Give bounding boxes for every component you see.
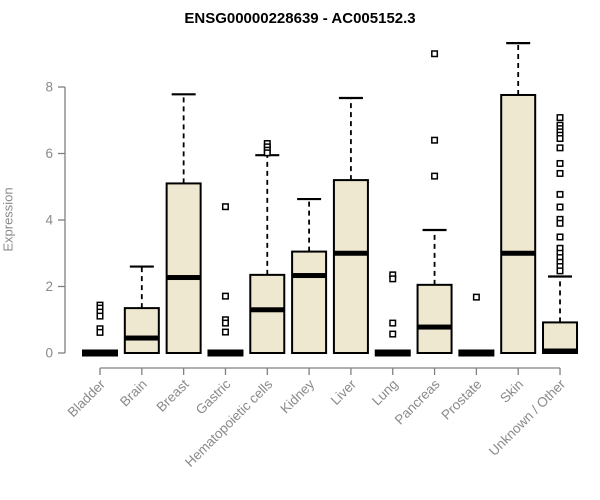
box-brain <box>123 307 160 354</box>
x-tick-label-bladder: Bladder <box>65 376 109 420</box>
outlier-gastric <box>221 319 229 327</box>
y-tick-label-4: 4 <box>45 213 53 228</box>
chart-title: ENSG00000228639 - AC005152.3 <box>184 10 416 27</box>
x-tick-label-lung: Lung <box>369 377 401 409</box>
x-tick-label-kidney: Kidney <box>277 376 317 416</box>
median-kidney <box>292 273 327 279</box>
flat-box-prostate <box>458 349 495 357</box>
outlier-gastric <box>221 203 229 211</box>
box-breast <box>165 182 202 354</box>
flat-box-lung <box>374 349 411 357</box>
outlier-lung <box>389 319 397 327</box>
y-tick-label-6: 6 <box>45 146 53 161</box>
median-breast <box>166 275 201 281</box>
box-unknown-other <box>542 321 579 355</box>
outlier-unknown-other <box>556 203 564 211</box>
x-tick-label-pancreas: Pancreas <box>392 376 443 427</box>
y-tick-label-2: 2 <box>45 279 53 294</box>
x-tick-label-prostate: Prostate <box>438 377 484 423</box>
box-hematopoietic-cells <box>249 273 286 354</box>
median-hematopoietic-cells <box>250 307 285 313</box>
box-pancreas <box>416 283 453 354</box>
outlier-pancreas <box>431 50 439 58</box>
x-tick-label-liver: Liver <box>328 376 360 408</box>
y-tick-label-0: 0 <box>45 346 53 361</box>
outlier-unknown-other <box>556 219 564 227</box>
median-brain <box>124 335 159 341</box>
outlier-unknown-other <box>556 135 564 143</box>
outlier-unknown-other <box>556 169 564 177</box>
outlier-lung <box>389 330 397 338</box>
median-unknown-other <box>543 348 578 354</box>
outlier-unknown-other <box>556 159 564 167</box>
outlier-unknown-other <box>556 114 564 122</box>
outlier-gastric <box>221 328 229 336</box>
outlier-lung <box>389 275 397 283</box>
outlier-gastric <box>221 292 229 300</box>
outlier-unknown-other <box>556 190 564 198</box>
median-pancreas <box>417 324 452 330</box>
x-tick-label-unknown-other: Unknown / Other <box>486 376 569 459</box>
box-liver <box>332 179 369 354</box>
x-tick-label-breast: Breast <box>154 376 192 414</box>
outlier-bladder <box>96 328 104 336</box>
flat-box-bladder <box>82 349 118 357</box>
y-tick-label-8: 8 <box>45 80 53 95</box>
x-tick-label-skin: Skin <box>497 377 526 406</box>
box-skin <box>500 93 537 354</box>
outlier-prostate <box>472 293 480 301</box>
outlier-unknown-other <box>556 144 564 152</box>
outlier-unknown-other <box>556 233 564 241</box>
outlier-unknown-other <box>556 267 564 275</box>
outlier-bladder <box>96 312 104 320</box>
x-tick-label-gastric: Gastric <box>193 376 234 417</box>
x-tick-label-brain: Brain <box>117 377 150 410</box>
box-kidney <box>291 250 328 354</box>
outlier-pancreas <box>431 172 439 180</box>
median-skin <box>501 250 536 256</box>
flat-box-gastric <box>207 349 244 357</box>
outlier-pancreas <box>431 136 439 144</box>
outlier-hematopoietic-cells <box>263 149 271 157</box>
median-liver <box>333 250 368 256</box>
